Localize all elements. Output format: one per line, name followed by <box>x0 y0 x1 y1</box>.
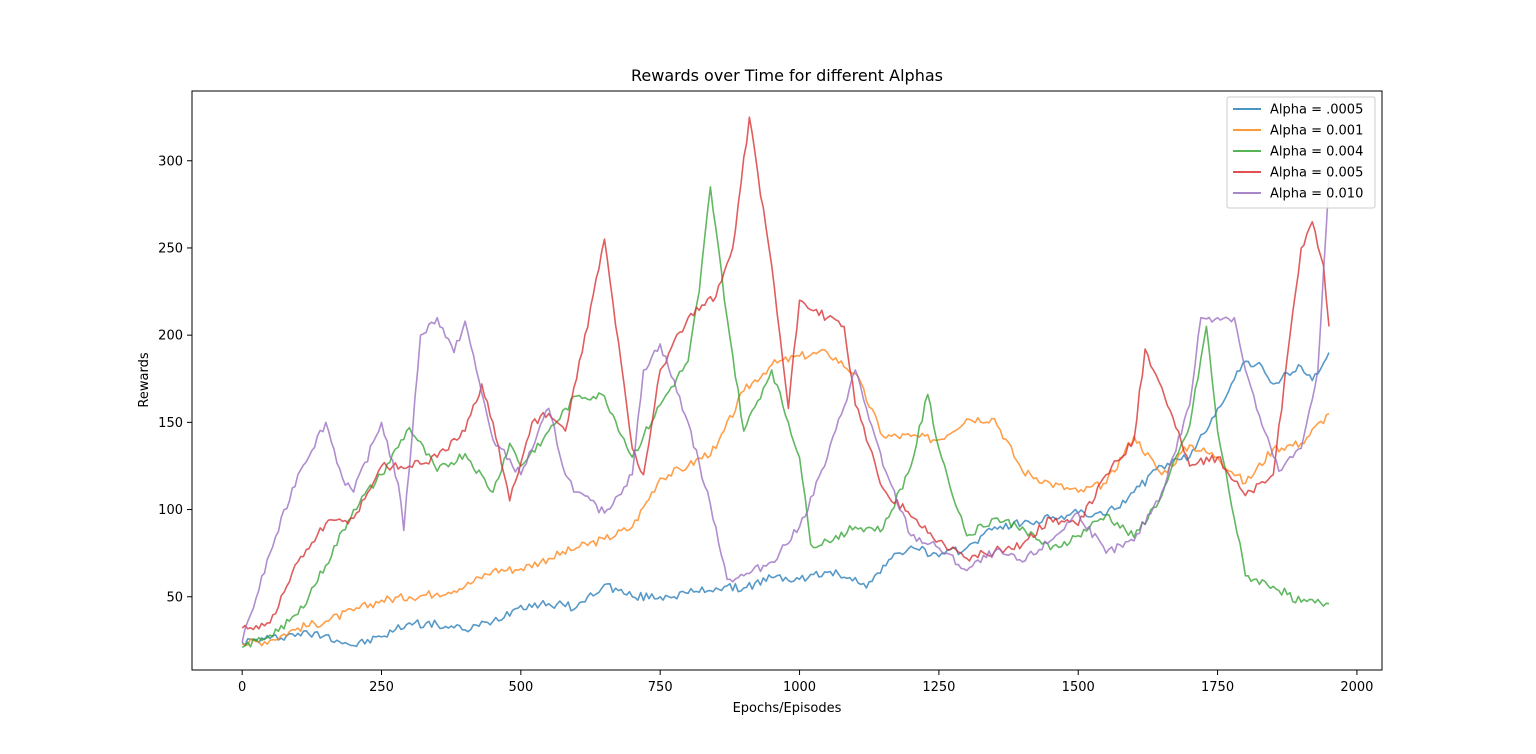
series-line-5 <box>241 178 1330 643</box>
y-axis: 50 100 150 200 250 300 <box>158 154 192 605</box>
series-layer <box>241 116 1330 649</box>
legend: Alpha = .0005 Alpha = 0.001 Alpha = 0.004 A… <box>1226 96 1376 209</box>
plot-area <box>191 90 1383 671</box>
legend-label: Alpha = 0.005 <box>1270 166 1363 181</box>
y-tick-label: 150 <box>158 416 183 431</box>
y-tick-label: 50 <box>166 590 183 605</box>
y-axis-label: Rewards <box>137 352 152 407</box>
series-line-1 <box>241 352 1330 648</box>
legend-label: Alpha = 0.010 <box>1270 187 1363 202</box>
legend-box <box>1226 96 1376 209</box>
y-tick-label: 300 <box>158 154 183 169</box>
x-tick-label: 250 <box>369 680 394 695</box>
series-line-4 <box>241 116 1330 631</box>
series-line-2 <box>241 348 1330 647</box>
x-tick-label: 500 <box>508 680 533 695</box>
y-tick-label: 100 <box>158 503 183 518</box>
legend-label: Alpha = 0.001 <box>1270 124 1363 139</box>
x-tick-label: 1500 <box>1062 680 1095 695</box>
x-tick-label: 0 <box>238 680 246 695</box>
x-tick-label: 750 <box>648 680 673 695</box>
x-tick-label: 1750 <box>1201 680 1234 695</box>
y-tick-label: 200 <box>158 329 183 344</box>
x-tick-label: 1000 <box>783 680 816 695</box>
x-tick-label: 2000 <box>1340 680 1373 695</box>
x-axis: 0 250 500 750 1000 1250 1500 1750 2000 <box>238 670 1373 695</box>
x-axis-label: Epochs/Episodes <box>733 701 842 716</box>
legend-label: Alpha = .0005 <box>1270 103 1363 118</box>
y-tick-label: 250 <box>158 241 183 256</box>
chart-title: Rewards over Time for different Alphas <box>631 66 943 85</box>
legend-label: Alpha = 0.004 <box>1270 145 1363 160</box>
series-line-3 <box>241 186 1330 649</box>
x-tick-label: 1250 <box>922 680 955 695</box>
